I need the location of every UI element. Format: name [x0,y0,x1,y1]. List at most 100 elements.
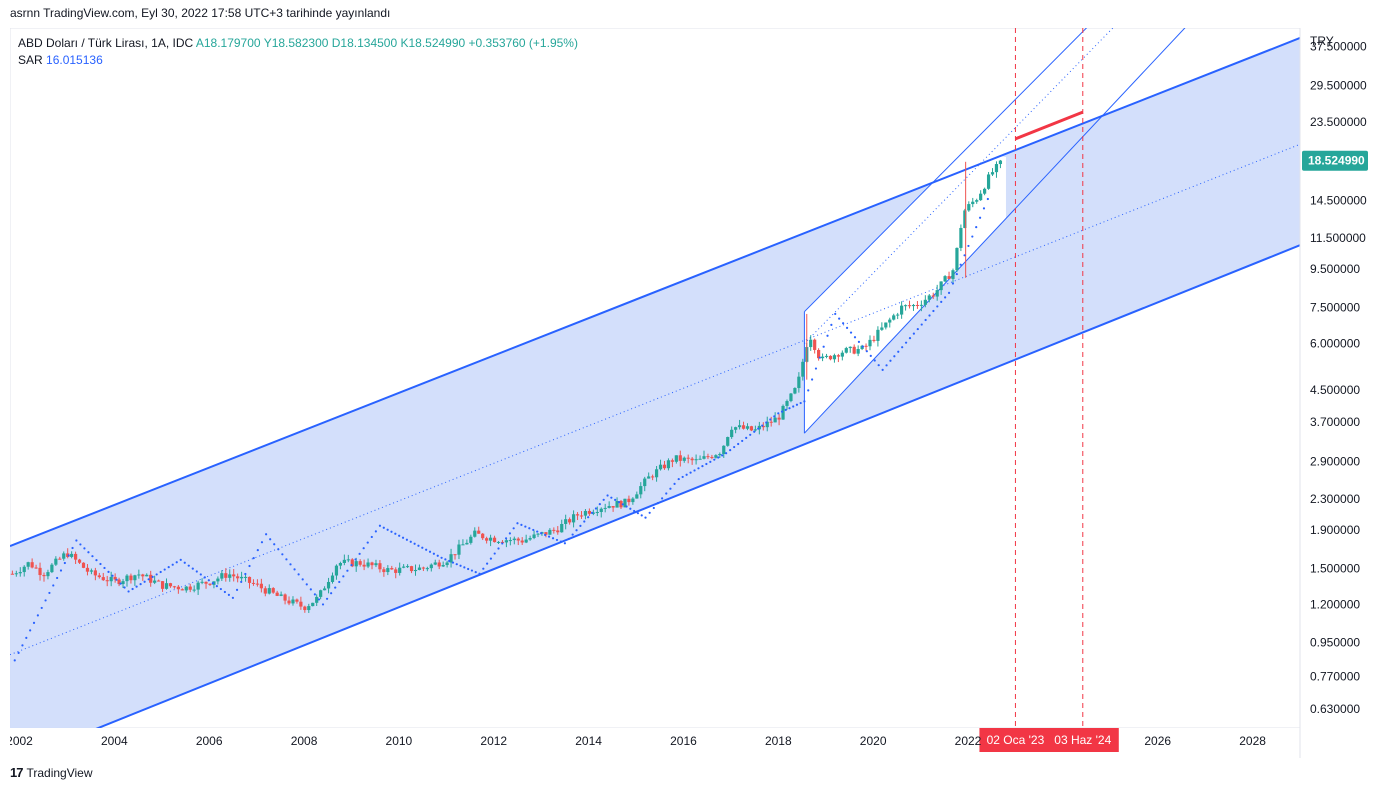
candle[interactable] [473,527,477,538]
candle[interactable] [441,561,445,568]
candle[interactable] [62,551,66,561]
candle[interactable] [670,458,674,468]
candle[interactable] [686,454,690,464]
candle[interactable] [164,578,169,590]
candle[interactable] [702,450,706,460]
candle[interactable] [303,605,307,613]
candle[interactable] [643,476,647,492]
candle[interactable] [330,572,335,584]
candle[interactable] [832,353,837,363]
candle[interactable] [216,576,220,585]
candle[interactable] [698,455,702,460]
candle[interactable] [461,539,465,546]
candle[interactable] [54,556,58,567]
candle[interactable] [386,565,390,576]
candle[interactable] [753,425,757,432]
candle[interactable] [200,578,204,585]
candle[interactable] [417,564,422,571]
candle[interactable] [315,594,319,606]
candle[interactable] [176,585,180,594]
candle[interactable] [714,454,718,459]
candle[interactable] [236,573,240,583]
candle[interactable] [552,527,556,534]
candle[interactable] [959,224,963,252]
candle[interactable] [631,497,635,505]
candle[interactable] [208,583,212,586]
candle[interactable] [852,344,856,355]
candle[interactable] [951,268,955,285]
candle[interactable] [560,519,564,533]
candle[interactable] [627,495,631,506]
candle[interactable] [38,562,42,581]
candle[interactable] [896,312,900,320]
footer-brand[interactable]: TradingView [26,765,93,780]
candle[interactable] [718,452,722,458]
candle[interactable] [362,559,366,571]
candle[interactable] [188,583,192,593]
candle[interactable] [595,506,599,517]
candle[interactable] [532,530,536,540]
candle[interactable] [81,562,86,569]
candle[interactable] [425,566,429,572]
candle[interactable] [121,578,125,589]
candle[interactable] [828,355,833,361]
candle[interactable] [568,517,572,525]
candle[interactable] [730,426,734,439]
candle[interactable] [358,559,362,567]
candle[interactable] [125,574,129,587]
candle[interactable] [129,573,133,584]
candle[interactable] [536,533,540,538]
candle[interactable] [694,454,698,465]
candle[interactable] [654,465,659,482]
candle[interactable] [10,570,14,575]
candle[interactable] [975,198,979,204]
candle[interactable] [801,358,805,381]
candle[interactable] [22,565,26,577]
candle[interactable] [390,565,394,570]
candle[interactable] [453,554,457,560]
candle[interactable] [516,537,520,546]
candle[interactable] [50,563,54,574]
candle[interactable] [994,161,999,178]
candle[interactable] [481,533,485,541]
candle[interactable] [89,568,94,575]
candle[interactable] [485,536,489,544]
candle[interactable] [860,344,864,351]
candle[interactable] [548,528,552,535]
candle[interactable] [283,593,287,605]
candle[interactable] [504,538,508,548]
candle[interactable] [287,596,291,606]
candle[interactable] [402,564,406,569]
candle[interactable] [967,201,971,212]
candle[interactable] [137,569,141,579]
candle[interactable] [939,281,943,295]
candle[interactable] [757,421,761,435]
candle[interactable] [884,322,888,330]
candle[interactable] [990,168,995,177]
candle[interactable] [876,326,880,347]
candle[interactable] [394,567,398,579]
candle[interactable] [900,301,904,319]
candle[interactable] [184,586,188,593]
candle[interactable] [196,580,200,595]
candle[interactable] [880,322,884,331]
candle[interactable] [619,499,623,509]
candle[interactable] [611,505,615,512]
candle[interactable] [777,414,781,426]
legend-sar-label[interactable]: SAR [18,53,43,67]
candle[interactable] [319,589,323,600]
candle[interactable] [769,416,773,427]
candle[interactable] [512,536,516,545]
candle[interactable] [488,534,493,547]
candle[interactable] [682,456,686,463]
candle[interactable] [299,596,303,610]
candle[interactable] [911,303,916,311]
candle[interactable] [520,537,524,545]
candle[interactable] [836,353,840,363]
candle[interactable] [224,568,228,582]
candle[interactable] [856,345,860,357]
candle[interactable] [508,537,512,546]
candle[interactable] [658,459,663,471]
candle[interactable] [599,507,603,518]
candle[interactable] [204,581,208,589]
